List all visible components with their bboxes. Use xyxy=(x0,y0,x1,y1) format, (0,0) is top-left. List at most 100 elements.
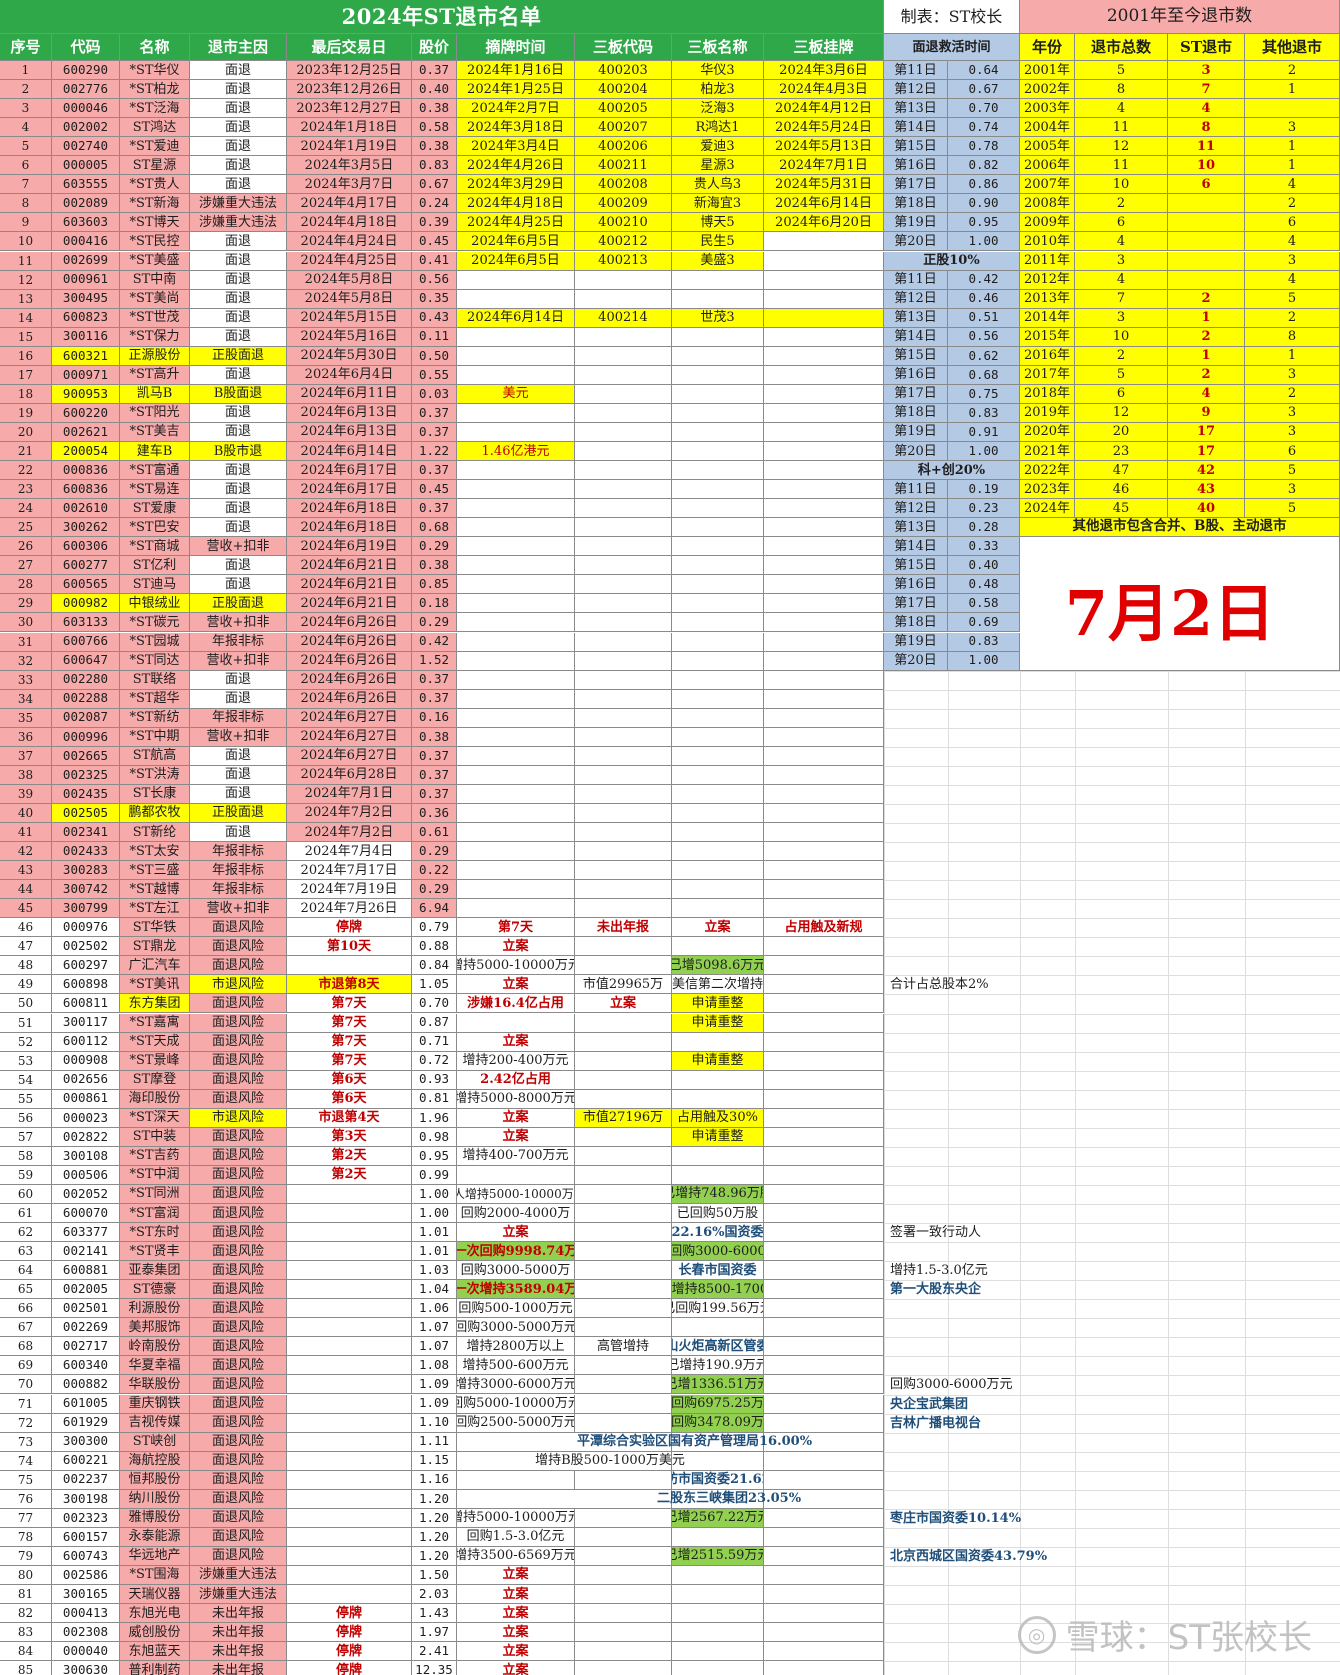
table-cell-退市主因: 面退风险 xyxy=(190,1184,287,1204)
grid-line xyxy=(884,842,1340,844)
stats-cell-ST退市: 11 xyxy=(1168,137,1245,157)
table-cell-三板代码 xyxy=(575,1604,672,1624)
table-cell-三板代码 xyxy=(575,1413,672,1433)
table-cell-三板名称: 22.16%国资委 xyxy=(672,1223,764,1243)
stats-cell-年份: 2006年 xyxy=(1020,156,1075,176)
table-cell-名称: ST鼎龙 xyxy=(120,937,190,957)
table-cell-三板名称 xyxy=(672,689,764,709)
table-cell-序号: 54 xyxy=(0,1070,52,1090)
table-cell-代码: 002089 xyxy=(52,194,120,214)
table-cell-名称: *ST中期 xyxy=(120,727,190,747)
table-cell-最后交易日: 停牌 xyxy=(287,918,412,938)
table-cell-序号: 84 xyxy=(0,1642,52,1662)
table-cell-三板代码 xyxy=(575,1261,672,1281)
table-cell-三板名称: 爱迪3 xyxy=(672,137,764,157)
table-cell-三板挂牌 xyxy=(764,1470,884,1490)
table-cell-序号: 66 xyxy=(0,1299,52,1319)
mid-price: 0.82 xyxy=(948,156,1020,176)
table-cell-股价: 0.39 xyxy=(412,213,457,233)
table-cell-摘牌时间: 增持500-600万元 xyxy=(457,1356,575,1376)
table-cell-代码: 002288 xyxy=(52,689,120,709)
table-cell-代码: 000982 xyxy=(52,594,120,614)
table-cell-序号: 22 xyxy=(0,461,52,481)
table-cell-股价: 0.38 xyxy=(412,99,457,119)
table-cell-代码: 000005 xyxy=(52,156,120,176)
table-cell-最后交易日: 2024年6月26日 xyxy=(287,670,412,690)
table-cell-股价: 0.83 xyxy=(412,156,457,176)
table-cell-名称: *ST左江 xyxy=(120,899,190,919)
table-cell-摘牌时间 xyxy=(457,556,575,576)
table-cell-股价: 0.29 xyxy=(412,613,457,633)
table-cell-序号: 70 xyxy=(0,1375,52,1395)
table-cell-三板代码 xyxy=(575,1394,672,1414)
table-cell-代码: 600898 xyxy=(52,975,120,995)
table-cell-序号: 83 xyxy=(0,1623,52,1643)
table-cell-三板名称: 立案 xyxy=(672,918,764,938)
side-note: 北京西城区国资委43.79% xyxy=(890,1548,1048,1564)
table-cell-股价: 1.52 xyxy=(412,651,457,671)
table-cell-序号: 39 xyxy=(0,784,52,804)
table-cell-摘牌时间: 第一次回购9998.74万元 xyxy=(457,1242,575,1262)
table-cell-最后交易日 xyxy=(287,1204,412,1224)
table-cell-序号: 26 xyxy=(0,537,52,557)
table-cell-股价: 1.00 xyxy=(412,1204,457,1224)
table-cell-序号: 5 xyxy=(0,137,52,157)
table-cell-序号: 20 xyxy=(0,422,52,442)
table-cell-最后交易日: 停牌 xyxy=(287,1661,412,1675)
table-cell-最后交易日: 第6天 xyxy=(287,1070,412,1090)
stats-cell-ST退市: 3 xyxy=(1168,61,1245,81)
table-cell-摘牌时间: 第7天 xyxy=(457,918,575,938)
table-cell-序号: 6 xyxy=(0,156,52,176)
table-cell-三板代码: 400211 xyxy=(575,156,672,176)
table-cell-三板名称 xyxy=(672,327,764,347)
table-cell-三板名称 xyxy=(672,575,764,595)
table-cell-三板名称 xyxy=(672,480,764,500)
table-cell-三板名称: 华仪3 xyxy=(672,61,764,81)
table-cell-三板代码 xyxy=(575,1470,672,1490)
table-cell-三板挂牌 xyxy=(764,251,884,271)
table-cell-退市主因: 面退风险 xyxy=(190,1261,287,1281)
table-cell-摘牌时间 xyxy=(457,594,575,614)
table-cell-序号: 31 xyxy=(0,632,52,652)
stats-cell-其他退市: 1 xyxy=(1245,156,1340,176)
stats-cell-ST退市: 10 xyxy=(1168,156,1245,176)
mid-price: 0.69 xyxy=(948,613,1020,633)
table-cell-退市主因: 面退风险 xyxy=(190,1375,287,1395)
table-cell-三板代码 xyxy=(575,937,672,957)
table-cell-股价: 1.07 xyxy=(412,1318,457,1338)
table-cell-最后交易日: 2024年6月18日 xyxy=(287,518,412,538)
table-cell-股价: 0.99 xyxy=(412,1165,457,1185)
table-cell-股价: 0.29 xyxy=(412,537,457,557)
table-cell-股价: 0.16 xyxy=(412,708,457,728)
table-cell-代码: 600340 xyxy=(52,1356,120,1376)
table-cell-序号: 21 xyxy=(0,442,52,462)
side-note: 央企宝武集团 xyxy=(890,1396,969,1412)
table-cell-三板挂牌 xyxy=(764,461,884,481)
table-cell-序号: 79 xyxy=(0,1546,52,1566)
table-cell-摘牌时间: 回购5000-10000万元 xyxy=(457,1394,575,1414)
table-cell-序号: 69 xyxy=(0,1356,52,1376)
stats-cell-年份: 2001年 xyxy=(1020,61,1075,81)
table-cell-序号: 23 xyxy=(0,480,52,500)
table-cell-代码: 002822 xyxy=(52,1127,120,1147)
table-cell-股价: 1.09 xyxy=(412,1375,457,1395)
table-cell-名称: *ST世茂 xyxy=(120,308,190,328)
table-cell-序号: 15 xyxy=(0,327,52,347)
table-cell-摘牌时间: 立案 xyxy=(457,1585,575,1605)
table-cell-股价: 1.50 xyxy=(412,1565,457,1585)
grid-line xyxy=(884,1546,1340,1548)
grid-line xyxy=(884,1070,1340,1072)
table-cell-三板代码 xyxy=(575,1204,672,1224)
table-cell-最后交易日: 2024年6月14日 xyxy=(287,442,412,462)
table-cell-序号: 28 xyxy=(0,575,52,595)
table-cell-三板名称 xyxy=(672,556,764,576)
table-cell-三板代码 xyxy=(575,1184,672,1204)
table-cell-摘牌时间 xyxy=(457,1013,575,1033)
table-cell-最后交易日: 2024年7月2日 xyxy=(287,803,412,823)
table-cell-三板名称 xyxy=(672,422,764,442)
table-cell-三板代码 xyxy=(575,346,672,366)
table-cell-最后交易日: 第7天 xyxy=(287,1051,412,1071)
table-cell-代码: 300165 xyxy=(52,1585,120,1605)
table-cell-三板代码 xyxy=(575,499,672,519)
table-cell-代码: 002501 xyxy=(52,1299,120,1319)
